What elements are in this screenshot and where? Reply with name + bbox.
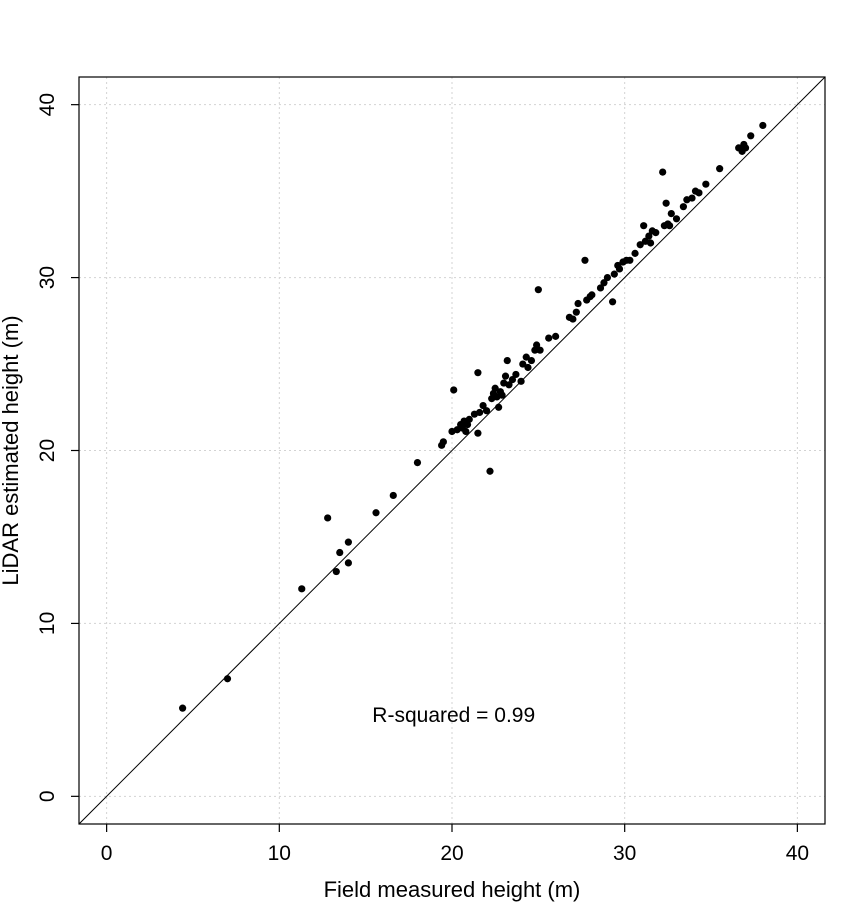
data-point: [501, 372, 510, 380]
data-point: [662, 199, 670, 207]
data-point: [372, 509, 380, 517]
data-point: [522, 353, 530, 361]
data-point: [512, 370, 520, 379]
data-point: [759, 121, 767, 130]
y-tick-label: 0: [36, 790, 59, 802]
data-point: [491, 384, 499, 392]
data-point: [344, 559, 352, 567]
data-point: [503, 356, 511, 365]
data-point: [495, 403, 503, 411]
data-point: [552, 332, 560, 340]
reference-line-group: [78, 76, 826, 825]
data-point: [640, 222, 648, 230]
data-point: [486, 467, 494, 475]
y-tick-label: 10: [36, 612, 59, 635]
data-point: [344, 538, 352, 546]
x-tick-label: 20: [440, 842, 463, 865]
data-point: [179, 704, 187, 712]
data-point: [741, 144, 750, 152]
data-point: [679, 203, 687, 211]
data-point: [479, 401, 487, 410]
data-point: [465, 415, 473, 423]
data-point: [667, 210, 675, 218]
data-point: [636, 241, 644, 249]
data-point: [588, 291, 596, 299]
data-points: [179, 121, 767, 712]
data-point: [652, 229, 660, 237]
data-point: [608, 298, 617, 306]
data-point: [324, 514, 332, 522]
data-point: [474, 369, 482, 377]
data-point: [439, 438, 447, 446]
data-point: [600, 279, 608, 287]
data-point: [646, 239, 655, 247]
data-point: [474, 429, 482, 437]
y-axis: 0 10 20 30 40: [36, 93, 79, 802]
data-point: [615, 265, 624, 273]
data-point: [527, 356, 536, 365]
data-point: [298, 585, 306, 593]
data-point: [389, 491, 397, 500]
data-point: [482, 407, 491, 415]
data-point: [508, 376, 517, 384]
data-point: [574, 299, 582, 308]
data-point: [688, 194, 696, 202]
data-point: [631, 249, 639, 257]
data-point: [519, 360, 527, 368]
data-point: [536, 346, 544, 354]
data-point: [716, 165, 724, 173]
data-point: [659, 168, 667, 176]
data-point: [223, 675, 232, 683]
grid-lines: [79, 77, 825, 824]
data-point: [672, 215, 681, 223]
reference-line: [78, 76, 826, 825]
data-point: [645, 232, 653, 240]
x-axis: 0 10 20 30 40: [101, 824, 809, 865]
data-point: [498, 391, 506, 399]
y-axis-title: LiDAR estimated height (m): [0, 315, 23, 585]
data-point: [524, 363, 532, 372]
x-axis-title: Field measured height (m): [324, 877, 581, 902]
data-point: [545, 334, 553, 342]
data-point: [581, 256, 589, 264]
data-point: [626, 256, 634, 264]
y-tick-label: 40: [36, 93, 59, 116]
data-point: [533, 341, 541, 349]
data-point: [517, 377, 525, 385]
data-point: [476, 408, 484, 417]
data-point: [450, 386, 458, 394]
y-tick-label: 20: [36, 439, 59, 462]
y-tick-label: 30: [36, 266, 59, 289]
data-point: [569, 315, 577, 323]
x-tick-label: 10: [268, 842, 291, 865]
data-point: [695, 189, 703, 197]
data-point: [505, 381, 513, 389]
data-point: [413, 459, 422, 467]
data-point: [596, 284, 605, 292]
data-point: [336, 548, 344, 557]
data-point: [610, 270, 618, 278]
data-point: [747, 132, 755, 140]
r-squared-annotation: R-squared = 0.99: [372, 704, 535, 727]
x-tick-label: 40: [786, 842, 809, 865]
x-tick-label: 0: [101, 842, 113, 865]
data-point: [332, 567, 340, 576]
data-point: [462, 427, 470, 436]
data-point: [534, 286, 542, 294]
data-point: [603, 273, 612, 282]
data-point: [702, 180, 710, 188]
data-point: [665, 222, 674, 230]
x-tick-label: 30: [613, 842, 636, 865]
data-point: [572, 308, 580, 316]
